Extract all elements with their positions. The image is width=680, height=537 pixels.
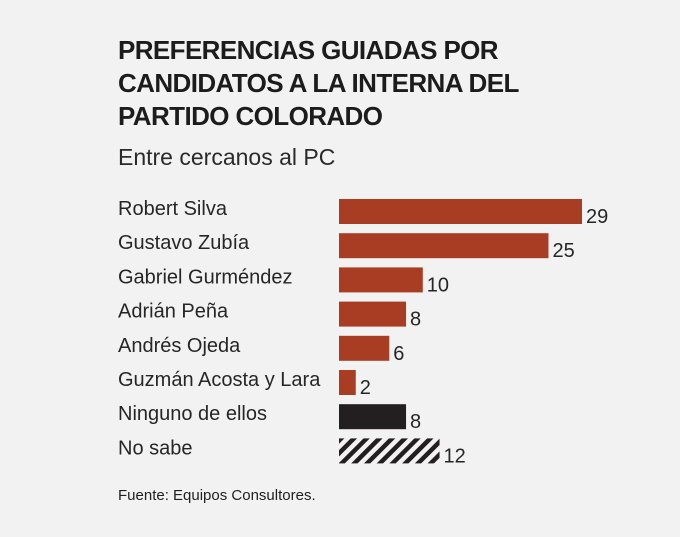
value-label: 6 [393,343,404,365]
bar [339,267,423,293]
category-label: Gabriel Gurméndez [118,266,293,288]
value-label: 12 [444,445,466,467]
value-label: 29 [586,206,608,228]
category-label: Adrián Peña [118,301,229,323]
bar [339,199,582,224]
bar [339,233,549,259]
value-label: 10 [427,274,449,296]
category-label: Ninguno de ellos [118,403,267,425]
category-label: Andrés Ojeda [118,335,241,357]
bar-chart: Robert Silva 29 Gustavo Zubía 25 Gabriel Gur… [118,198,608,467]
bar [339,370,356,395]
category-label: Guzmán Acosta y Lara [118,369,321,391]
source-note: Fuente: Equipos Consultores. [118,487,316,504]
chart-title: PREFERENCIAS GUIADAS POR CANDIDATOS A LA… [118,35,519,131]
value-label: 2 [360,377,371,399]
category-label: Gustavo Zubía [118,232,250,254]
bar [339,335,390,361]
category-label: No sabe [118,437,193,459]
bar [339,404,407,430]
bar [339,438,440,464]
value-label: 25 [552,240,574,262]
value-label: 8 [410,309,421,331]
value-label: 8 [410,411,421,433]
category-label: Robert Silva [118,198,228,220]
bar [339,301,407,327]
chart-subtitle: Entre cercanos al PC [118,144,336,170]
bars-group: Robert Silva 29 Gustavo Zubía 25 Gabriel Gur… [118,198,608,467]
